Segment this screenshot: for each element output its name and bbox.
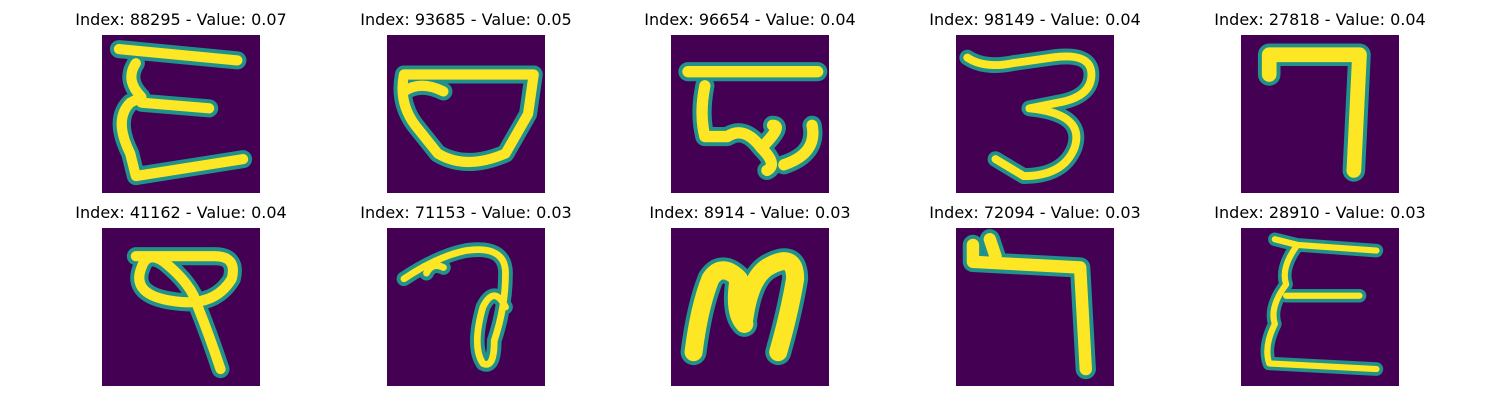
panel-title: Index: 88295 - Value: 0.07: [75, 10, 287, 29]
image-panel: Index: 98149 - Value: 0.04: [929, 10, 1141, 193]
handwritten-glyph-image: [671, 228, 829, 386]
panel-title: Index: 71153 - Value: 0.03: [360, 203, 572, 222]
panel-title: Index: 27818 - Value: 0.04: [1214, 10, 1426, 29]
panel-title: Index: 96654 - Value: 0.04: [644, 10, 856, 29]
handwritten-glyph-image: [956, 35, 1114, 193]
image-panel: Index: 71153 - Value: 0.03: [360, 203, 572, 386]
panel-title: Index: 72094 - Value: 0.03: [929, 203, 1141, 222]
handwritten-glyph-image: [387, 228, 545, 386]
image-panel: Index: 96654 - Value: 0.04: [644, 10, 856, 193]
image-panel: Index: 88295 - Value: 0.07: [75, 10, 287, 193]
handwritten-glyph-image: [956, 228, 1114, 386]
panel-title: Index: 41162 - Value: 0.04: [75, 203, 287, 222]
image-panel: Index: 8914 - Value: 0.03: [649, 203, 851, 386]
handwritten-glyph-image: [102, 228, 260, 386]
panel-title: Index: 98149 - Value: 0.04: [929, 10, 1141, 29]
image-panel: Index: 93685 - Value: 0.05: [360, 10, 572, 193]
handwritten-glyph-image: [102, 35, 260, 193]
panel-title: Index: 28910 - Value: 0.03: [1214, 203, 1426, 222]
panel-title: Index: 8914 - Value: 0.03: [649, 203, 851, 222]
panel-title: Index: 93685 - Value: 0.05: [360, 10, 572, 29]
image-panel: Index: 72094 - Value: 0.03: [929, 203, 1141, 386]
handwritten-glyph-image: [1241, 35, 1399, 193]
handwritten-glyph-image: [671, 35, 829, 193]
handwritten-glyph-image: [1241, 228, 1399, 386]
image-panel: Index: 27818 - Value: 0.04: [1214, 10, 1426, 193]
image-panel: Index: 41162 - Value: 0.04: [75, 203, 287, 386]
handwritten-glyph-image: [387, 35, 545, 193]
image-panel: Index: 28910 - Value: 0.03: [1214, 203, 1426, 386]
